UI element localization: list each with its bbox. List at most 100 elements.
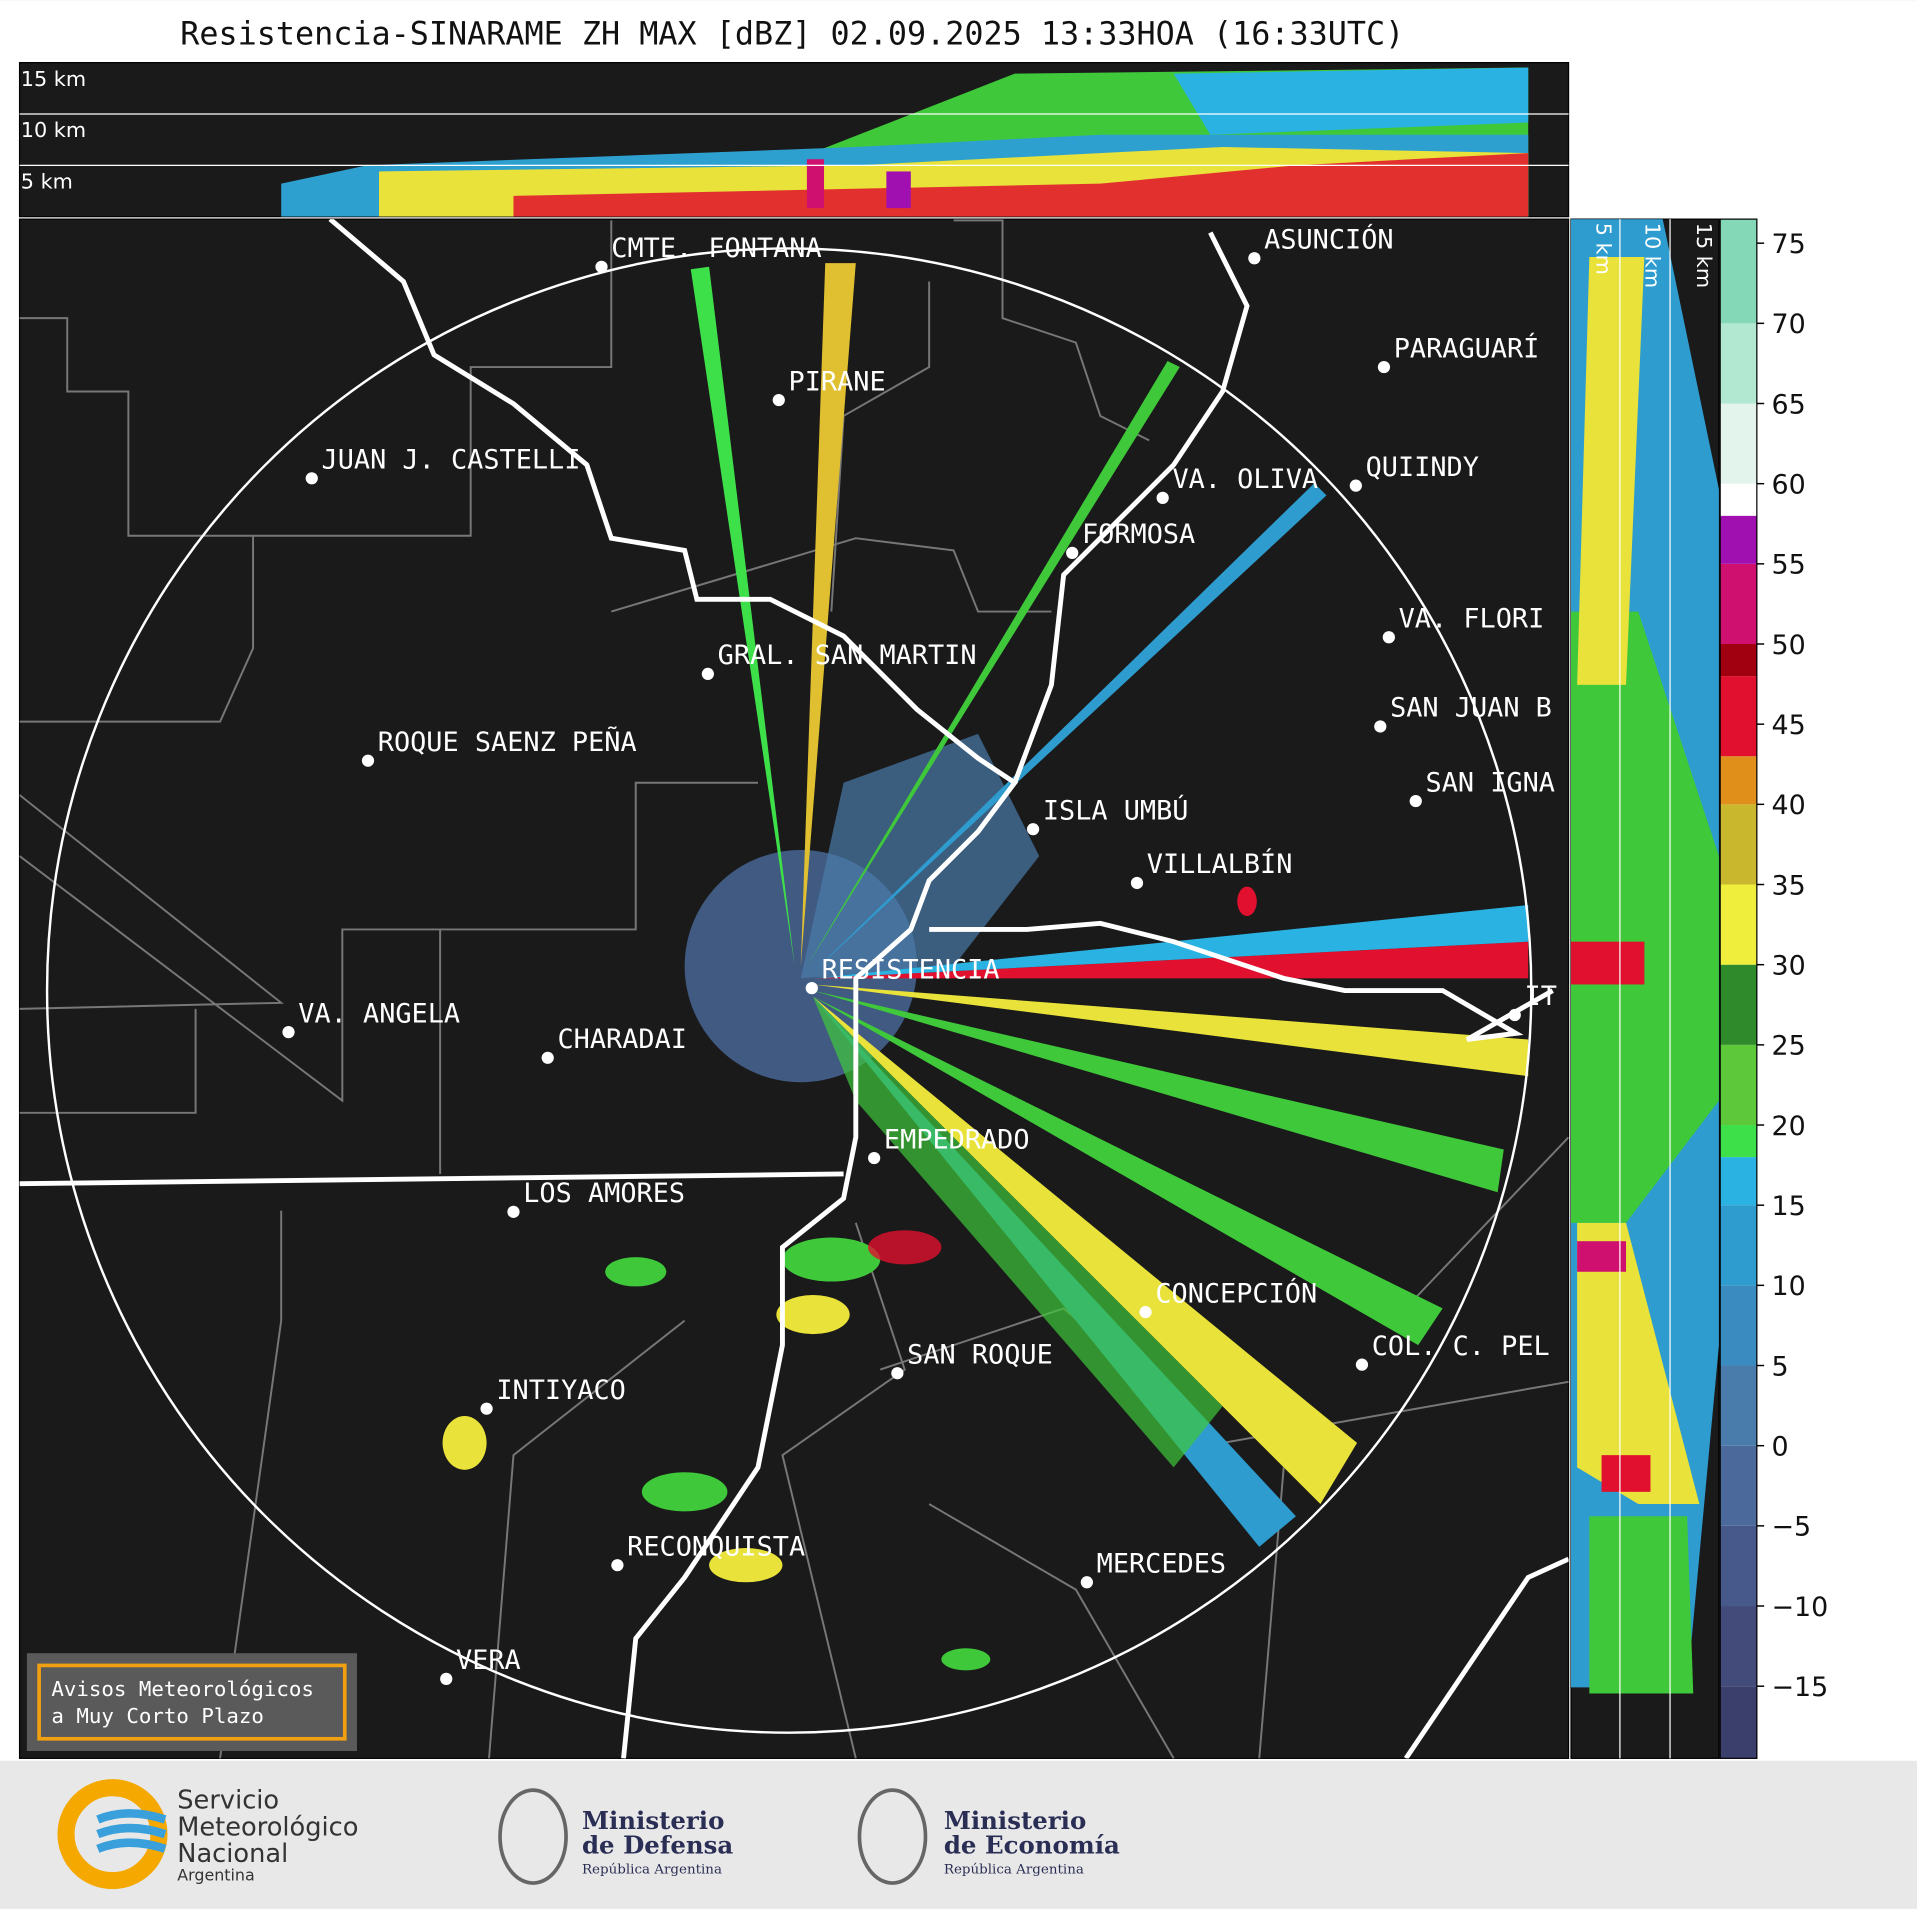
city-dot — [1374, 720, 1387, 733]
echo — [1571, 611, 1719, 1223]
echo — [1571, 941, 1645, 985]
city-dot — [1026, 823, 1040, 836]
boundary — [830, 219, 1150, 612]
city-label: PIRANE — [789, 366, 886, 397]
ray — [813, 996, 1358, 1505]
logo-text: Nacional — [177, 1839, 288, 1869]
echo — [1601, 1455, 1651, 1492]
city-dot — [507, 1205, 520, 1218]
logo-text: Meteorológico — [177, 1812, 358, 1842]
city-dot — [772, 393, 785, 407]
echo — [1589, 1516, 1694, 1694]
logo-text: de Defensa — [582, 1831, 733, 1860]
clutter — [800, 733, 1040, 979]
logo-waves — [96, 1809, 167, 1853]
ray — [813, 996, 1223, 1468]
color-band — [1720, 323, 1757, 404]
logo-text: Ministerio — [944, 1806, 1086, 1835]
colorbar-tick-label: −5 — [1772, 1512, 1812, 1543]
echo — [886, 171, 911, 209]
ray — [690, 266, 795, 967]
color-band — [1720, 1365, 1757, 1446]
city-label: VERA — [456, 1645, 521, 1676]
color-band — [1720, 804, 1757, 885]
cell — [442, 1416, 487, 1470]
city-label: MERCEDES — [1097, 1549, 1226, 1580]
city-dot — [1066, 546, 1079, 559]
top-section-echoes — [281, 67, 1529, 217]
colorbar-tick-label: 35 — [1772, 870, 1806, 901]
color-band — [1720, 1606, 1757, 1687]
height-label: 10 km — [1641, 223, 1665, 288]
color-band — [1720, 1205, 1757, 1286]
defensa-logo: Ministerio de Defensa República Argentin… — [498, 1788, 733, 1885]
height-label: 10 km — [21, 118, 86, 142]
cell — [941, 1648, 991, 1671]
echo — [1577, 257, 1645, 685]
color-band — [1720, 964, 1757, 1045]
city-label: VA. OLIVA — [1172, 464, 1318, 495]
logo-text: República Argentina — [582, 1862, 722, 1877]
smn-logo: Servicio Meteorológico Nacional Argentin… — [57, 1779, 358, 1890]
boundary — [19, 537, 1052, 1174]
notice-text: a Muy Corto Plazo — [51, 1704, 264, 1728]
city-label: ISLA UMBÚ — [1043, 794, 1189, 826]
city-label: JUAN J. CASTELLI — [322, 445, 581, 476]
colorbar-tick-label: 0 — [1772, 1431, 1789, 1462]
cell — [868, 1230, 942, 1265]
color-band — [1720, 1525, 1757, 1607]
city-label: COL. C. PEL — [1372, 1331, 1550, 1362]
city-dot — [1409, 794, 1422, 808]
city-dot — [1156, 491, 1169, 504]
city-dot — [1382, 631, 1395, 644]
echo — [806, 159, 825, 209]
colorbar-tick-label: 5 — [1772, 1351, 1789, 1382]
city-dot — [282, 1026, 295, 1039]
city-dot — [1080, 1576, 1093, 1589]
notice-box — [26, 1653, 357, 1752]
river — [1403, 1556, 1569, 1759]
rivers — [19, 219, 1569, 1759]
ray — [806, 360, 1180, 967]
height-label: 5 km — [1592, 223, 1616, 275]
ray — [813, 990, 1504, 1193]
cell — [1237, 886, 1257, 916]
echo — [1577, 1241, 1627, 1272]
colorbar-frame — [1719, 218, 1758, 1759]
colorbar-tick-label: 75 — [1772, 229, 1806, 260]
city-label: SAN ROQUE — [907, 1339, 1053, 1370]
city-label: LOS AMORES — [523, 1178, 685, 1209]
cell — [605, 1257, 667, 1287]
color-band — [1720, 1125, 1757, 1158]
side-section-echoes — [1571, 219, 1719, 1694]
height-label: 5 km — [21, 170, 73, 194]
city-dot — [480, 1402, 493, 1415]
height-label: 15 km — [1692, 223, 1716, 288]
colorbar-tick-label: 10 — [1772, 1271, 1806, 1302]
cities: CMTE. FONTANA PIRANE JUAN J. CASTELLI VA. O… — [282, 223, 1557, 1685]
color-band — [1720, 1157, 1757, 1206]
range-ring — [45, 247, 1533, 1734]
city-dot — [1248, 252, 1261, 265]
city-label: ASUNCIÓN — [1264, 223, 1393, 255]
cell — [782, 1237, 881, 1282]
height-label: 15 km — [21, 67, 86, 91]
city-dot — [891, 1367, 904, 1380]
city-dot — [1139, 1305, 1152, 1319]
ray — [813, 483, 1327, 973]
color-band — [1720, 1445, 1757, 1526]
city-label: RESISTENCIA — [822, 954, 1000, 985]
notice-border — [37, 1663, 347, 1741]
cell — [641, 1472, 728, 1512]
city-label: IT — [1525, 981, 1557, 1012]
echo — [513, 153, 1529, 217]
cell — [709, 1548, 783, 1583]
city-dot — [1349, 479, 1362, 492]
color-band — [1720, 219, 1757, 324]
colorbar-tick-label: 20 — [1772, 1111, 1806, 1142]
colorbar-tick-label: 50 — [1772, 630, 1806, 661]
river — [328, 219, 1019, 1759]
footer-bg — [0, 1760, 1917, 1909]
city-dot — [361, 754, 375, 767]
